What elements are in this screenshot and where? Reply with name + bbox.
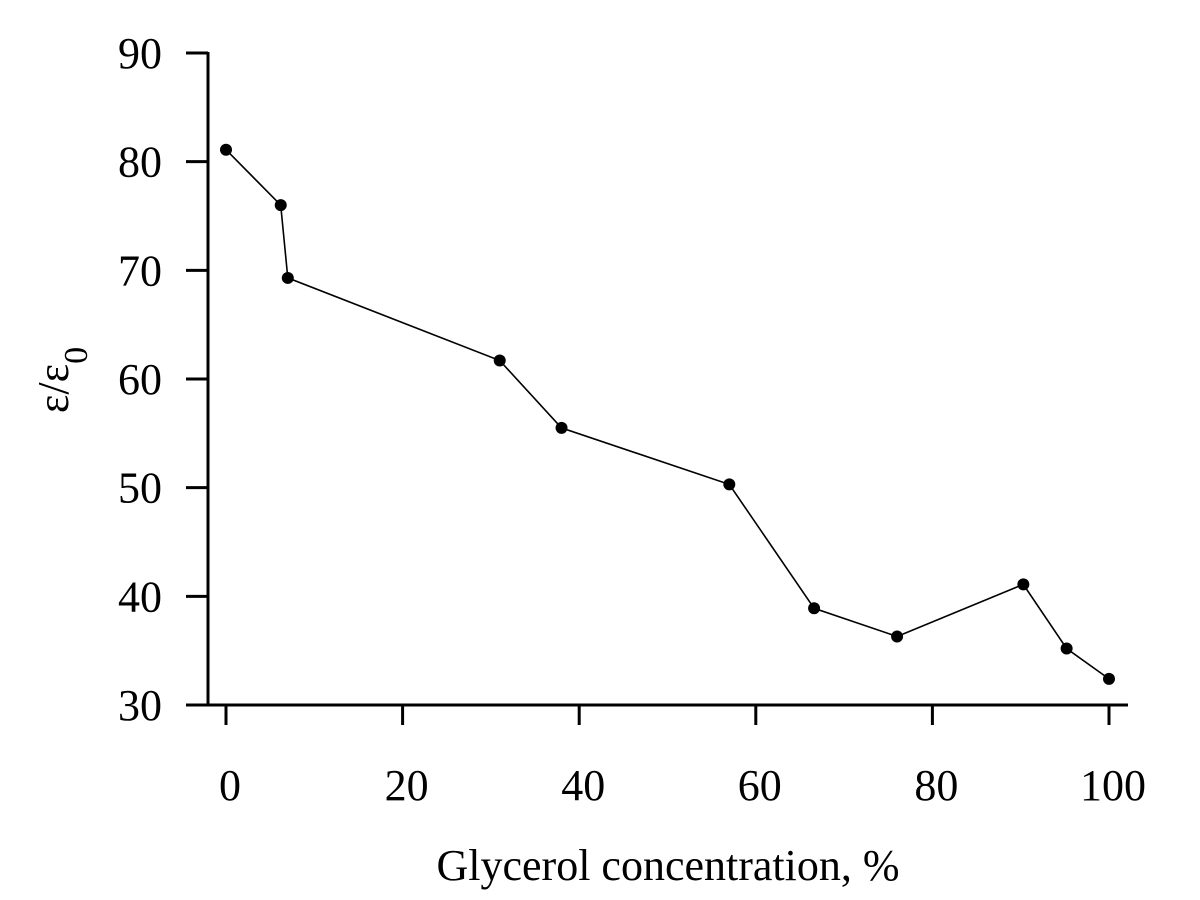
y-tick-label: 90 [118, 29, 162, 78]
y-tick-label: 40 [118, 572, 162, 621]
x-ticks: 0 20 40 60 80 100 [219, 705, 1146, 810]
y-tick-label: 30 [118, 681, 162, 730]
x-tick-label: 20 [385, 761, 429, 810]
data-series [220, 143, 1115, 685]
y-axis-title-subscript: 0 [58, 347, 95, 364]
data-point [808, 602, 821, 615]
x-tick-label: 100 [1080, 761, 1146, 810]
y-ticks: 30 40 50 60 70 80 90 [118, 29, 208, 730]
y-tick-label: 60 [118, 355, 162, 404]
data-point [281, 271, 294, 284]
data-point [1017, 578, 1030, 591]
series-line [225, 149, 1110, 680]
x-tick-label: 0 [219, 761, 241, 810]
y-tick-label: 70 [118, 246, 162, 295]
data-point [1060, 642, 1073, 655]
data-point [891, 630, 904, 643]
x-tick-label: 80 [914, 761, 958, 810]
x-tick-label: 60 [738, 761, 782, 810]
y-axis-title-main: ε/ε [29, 364, 78, 413]
y-tick-label: 80 [118, 138, 162, 187]
data-point [723, 478, 736, 491]
x-axis-title: Glycerol concentration, % [436, 841, 899, 890]
y-axis-title: ε/ε0 [29, 347, 95, 413]
data-point [555, 421, 568, 434]
data-point [1103, 672, 1115, 685]
axes [206, 52, 1128, 707]
data-point [220, 143, 232, 156]
y-tick-label: 50 [118, 464, 162, 513]
x-tick-label: 40 [561, 761, 605, 810]
data-point [274, 199, 287, 212]
data-point [493, 354, 506, 367]
